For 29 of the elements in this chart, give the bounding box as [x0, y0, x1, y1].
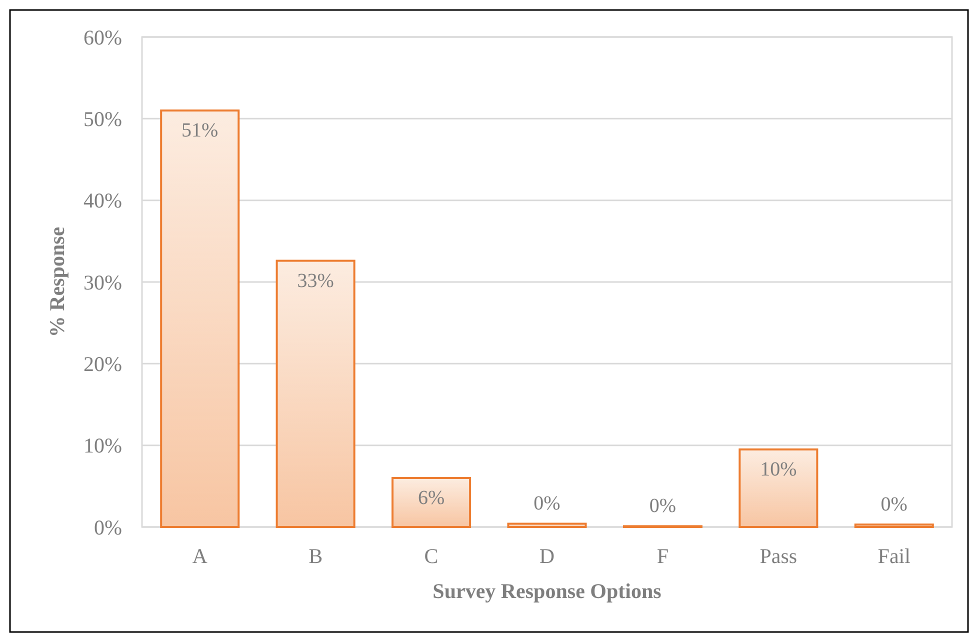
data-label: 0% [880, 494, 908, 516]
data-label: 0% [534, 492, 560, 515]
data-label: 10% [760, 458, 797, 480]
x-tick-label: B [308, 544, 323, 568]
y-tick-label: 50% [84, 107, 122, 132]
x-tick-label: Pass [760, 544, 798, 568]
y-tick-label: 30% [84, 270, 122, 294]
x-tick-label: C [424, 544, 438, 568]
x-tick-label: D [539, 544, 555, 568]
bar [854, 524, 934, 528]
x-tick-label: F [656, 544, 669, 568]
bar [160, 110, 240, 528]
data-label: 6% [418, 487, 445, 509]
data-label: 33% [297, 270, 334, 292]
bar [392, 477, 472, 528]
bar [507, 522, 587, 528]
y-axis-title: % Response [45, 226, 69, 338]
y-tick-label: 60% [84, 25, 122, 50]
y-tick-label: 10% [84, 434, 122, 458]
data-label: 51% [182, 120, 218, 142]
x-tick-label: A [192, 544, 208, 568]
y-tick-label: 0% [94, 515, 122, 540]
bar [276, 260, 356, 528]
y-tick-label: 20% [84, 352, 122, 376]
x-axis-title: Survey Response Options [432, 579, 662, 603]
x-tick-label: Fail [878, 544, 911, 568]
y-tick-label: 40% [84, 188, 122, 213]
bar [738, 448, 818, 528]
data-label: 0% [649, 495, 676, 518]
